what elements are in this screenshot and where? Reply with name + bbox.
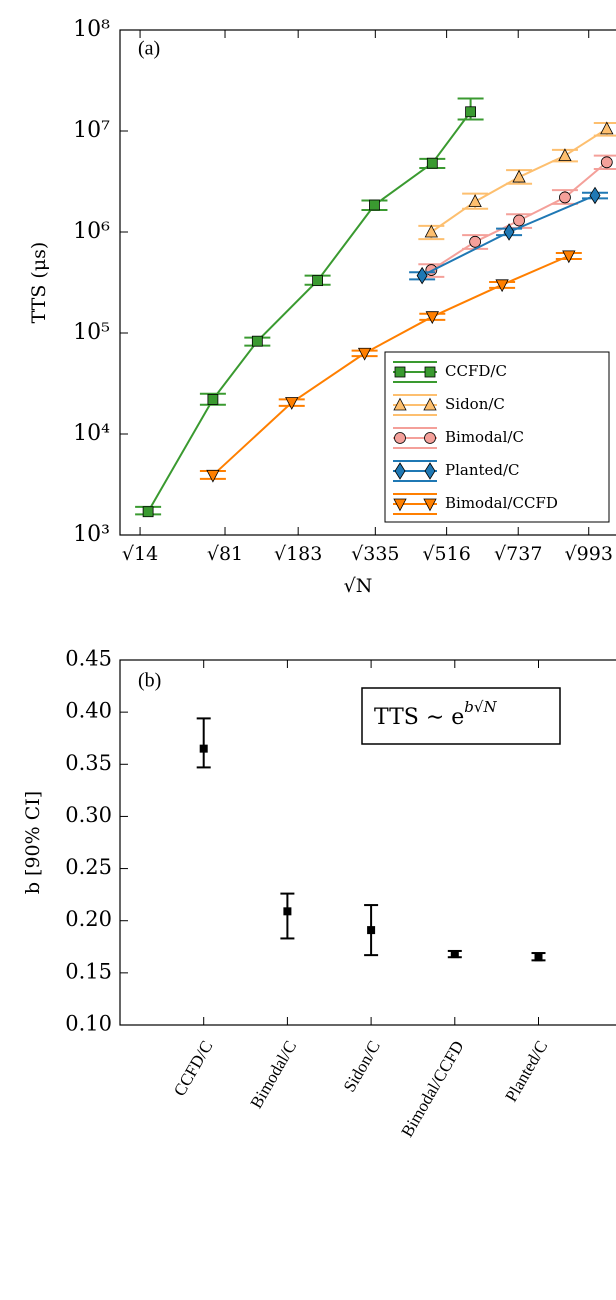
- y-tick-label: 0.15: [65, 959, 112, 983]
- marker: [416, 266, 428, 285]
- y-tick-label: 0.35: [65, 751, 112, 775]
- marker: [423, 498, 437, 512]
- legend: CCFD/C Sidon/C Bimodal/C Planted/C Bimodal/C…: [384, 351, 610, 523]
- series-line: [212, 254, 570, 477]
- marker: [468, 194, 482, 207]
- x-tick-label: Sidon/C: [340, 1037, 384, 1095]
- marker: [589, 186, 601, 205]
- y-tick-label: 10⁷: [73, 118, 110, 143]
- marker: [393, 498, 407, 512]
- plot-frame: [119, 659, 616, 1026]
- x-tick-label: CCFD/C: [170, 1037, 217, 1099]
- x-tick-label: √335: [351, 543, 399, 565]
- x-tick-label: Planted/C: [501, 1037, 551, 1105]
- marker: [424, 224, 438, 238]
- annotation-box: [361, 687, 561, 745]
- y-axis-label: b [90% CI]: [22, 791, 44, 894]
- plot-frame: [119, 29, 616, 536]
- marker: [312, 275, 323, 287]
- y-axis-label: TTS (μs): [28, 242, 50, 324]
- point: [199, 744, 208, 753]
- panel-label: (a): [138, 38, 160, 60]
- plot-area: [196, 717, 546, 962]
- marker: [394, 432, 406, 444]
- x-tick-label: √993: [565, 543, 613, 565]
- error-bar: [196, 717, 211, 769]
- marker: [600, 121, 614, 135]
- marker: [512, 169, 526, 183]
- y-tick-label: 10⁸: [73, 17, 110, 42]
- y-tick-label: 0.10: [65, 1012, 112, 1036]
- y-tick-label: 0.30: [65, 803, 112, 827]
- error-bar: [280, 892, 295, 940]
- marker: [357, 347, 372, 361]
- marker: [558, 148, 572, 162]
- marker: [426, 157, 438, 169]
- y-tick-label: 0.45: [65, 647, 112, 671]
- y-tick-label: 10⁴: [73, 421, 110, 446]
- x-tick-label: √183: [274, 543, 322, 565]
- point: [283, 907, 292, 916]
- x-tick-label: √14: [122, 543, 158, 565]
- x-tick-label: √81: [207, 543, 243, 565]
- marker: [394, 366, 406, 378]
- marker: [207, 394, 219, 405]
- legend-label: Bimodal/CCFD: [445, 494, 558, 512]
- marker: [469, 235, 482, 248]
- annotation: TTS ∼ eb√N: [374, 698, 497, 730]
- y-tick-label: 10⁵: [73, 320, 110, 345]
- y-tick-label: 0.40: [65, 699, 112, 723]
- y-tick-label: 0.20: [65, 907, 112, 931]
- marker: [495, 279, 509, 293]
- marker: [559, 191, 571, 204]
- marker: [562, 250, 576, 264]
- legend-label: Planted/C: [445, 461, 520, 479]
- x-axis-label: √N: [344, 575, 373, 597]
- marker: [424, 366, 436, 378]
- y-tick-label: 10⁶: [73, 219, 110, 244]
- x-tick-label: √516: [422, 543, 470, 565]
- x-tick-label: Bimodal/C: [246, 1037, 300, 1111]
- marker: [142, 506, 154, 518]
- marker: [503, 223, 515, 241]
- panel-label: (b): [138, 670, 161, 692]
- point: [367, 926, 376, 935]
- marker: [285, 397, 299, 410]
- point: [450, 950, 459, 959]
- marker: [424, 432, 436, 444]
- marker: [251, 335, 263, 347]
- marker: [425, 311, 439, 325]
- legend-label: Sidon/C: [445, 395, 505, 413]
- marker: [600, 156, 613, 169]
- plot-area: [135, 97, 616, 518]
- legend-label: CCFD/C: [445, 362, 507, 380]
- point: [534, 953, 543, 962]
- legend-label: Bimodal/C: [445, 428, 524, 446]
- marker: [423, 397, 437, 411]
- marker: [424, 462, 436, 480]
- y-tick-label: 0.25: [65, 855, 112, 879]
- x-tick-label: Bimodal/CCFD: [397, 1037, 467, 1140]
- marker: [393, 397, 407, 411]
- annotation-exponent: b√N: [464, 698, 497, 716]
- annotation-base: TTS ∼ e: [374, 705, 464, 730]
- y-tick-label: 10³: [73, 522, 110, 547]
- marker: [513, 214, 525, 227]
- marker: [465, 106, 476, 118]
- marker: [206, 469, 220, 483]
- marker: [394, 462, 406, 480]
- marker: [369, 199, 380, 211]
- x-tick-label: √737: [494, 543, 542, 565]
